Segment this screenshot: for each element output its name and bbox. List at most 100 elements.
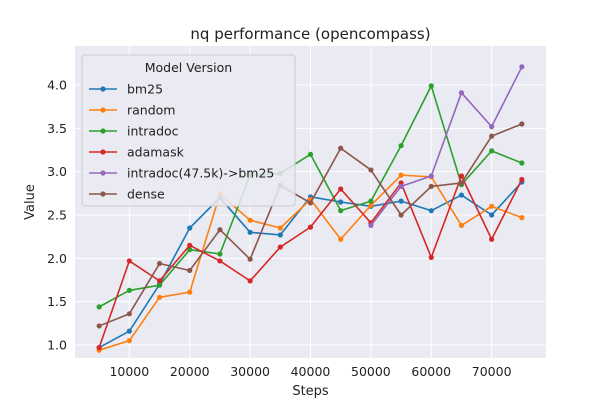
legend-item: dense (89, 187, 165, 202)
data-point (519, 64, 525, 70)
y-tick-label: 3.5 (47, 121, 67, 136)
data-point (398, 172, 404, 178)
data-point (156, 282, 163, 288)
data-point (338, 145, 344, 151)
data-point (458, 180, 465, 186)
x-tick-label: 20000 (170, 364, 210, 379)
data-point (398, 183, 404, 189)
legend-label: random (127, 103, 175, 118)
data-point (428, 183, 434, 189)
chart-title: nq performance (opencompass) (190, 25, 430, 43)
data-point (428, 83, 434, 89)
data-point (368, 202, 374, 209)
legend-swatch-marker (100, 191, 106, 197)
data-point (247, 229, 253, 235)
data-point (338, 186, 344, 192)
y-tick-label: 2.0 (47, 251, 67, 266)
y-axis-label: Value (23, 184, 38, 220)
x-axis-label: Steps (292, 384, 329, 399)
data-point (247, 256, 253, 262)
series-intradoc (96, 83, 525, 310)
data-point (398, 198, 404, 204)
legend-swatch-marker (100, 86, 106, 92)
data-point (156, 260, 163, 267)
legend-swatch-marker (100, 170, 106, 176)
legend-title: Model Version (145, 60, 232, 75)
data-point (187, 267, 193, 274)
data-point (277, 232, 283, 238)
legend-swatch-marker (100, 149, 106, 155)
data-point (519, 160, 525, 166)
series-layer (96, 64, 525, 353)
data-point (368, 222, 374, 228)
x-tick-label: 10000 (109, 364, 149, 379)
data-point (489, 133, 495, 139)
data-point (96, 304, 102, 310)
y-tick-label: 4.0 (47, 78, 67, 93)
x-tick-label: 50000 (351, 364, 391, 379)
data-point (458, 173, 465, 179)
data-point (217, 227, 223, 233)
data-point (338, 236, 344, 242)
legend-item: adamask (89, 145, 185, 160)
y-tick-label: 1.5 (47, 294, 67, 309)
legend-items: bm25 random intradoc adamask intradoc(47.5k)… (89, 82, 274, 202)
data-point (126, 287, 132, 293)
data-point (489, 148, 495, 154)
legend-swatch-marker (100, 128, 106, 134)
x-tick-label: 60000 (411, 364, 451, 379)
data-point (96, 345, 102, 351)
legend-item: random (89, 103, 175, 118)
data-point (398, 143, 404, 149)
data-point (398, 212, 404, 218)
legend-item: intradoc (89, 124, 179, 139)
legend: Model Version bm25 random intradoc adamask i… (81, 54, 296, 207)
data-point (307, 200, 314, 206)
data-point (458, 90, 465, 96)
data-point (519, 176, 525, 183)
data-point (489, 203, 495, 209)
legend-label: intradoc (127, 124, 179, 139)
data-point (126, 258, 132, 264)
y-tick-label: 3.0 (47, 164, 67, 179)
legend-item: intradoc(47.5k)->bm25 (89, 166, 274, 181)
data-point (428, 254, 434, 261)
data-point (458, 222, 465, 228)
x-axis-ticks: 10000 20000 30000 40000 50000 60000 70000 (109, 364, 511, 379)
legend-label: bm25 (127, 82, 163, 97)
data-point (428, 208, 434, 214)
y-tick-label: 2.5 (47, 208, 67, 223)
data-point (489, 236, 495, 242)
data-point (458, 192, 465, 198)
data-point (277, 225, 283, 231)
data-point (368, 198, 374, 204)
x-tick-label: 70000 (472, 364, 512, 379)
data-point (277, 244, 283, 250)
series-line (370, 66, 523, 226)
data-point (187, 247, 193, 253)
data-point (187, 242, 193, 248)
data-point (156, 278, 163, 284)
x-tick-label: 30000 (230, 364, 270, 379)
data-point (489, 124, 495, 130)
legend-label: dense (127, 187, 165, 202)
legend-item: bm25 (89, 82, 163, 97)
data-point (307, 151, 314, 157)
y-tick-label: 1.0 (47, 338, 67, 353)
data-point (217, 258, 223, 264)
data-point (338, 208, 344, 214)
data-point (126, 328, 132, 334)
data-point (247, 278, 253, 284)
legend-box (81, 54, 296, 207)
series-adamask (96, 173, 525, 351)
legend-label: intradoc(47.5k)->bm25 (127, 166, 274, 181)
data-point (247, 217, 253, 223)
data-point (187, 225, 193, 231)
data-point (217, 251, 223, 257)
data-point (126, 311, 132, 317)
x-tick-label: 40000 (291, 364, 331, 379)
data-point (156, 294, 163, 300)
data-point (338, 199, 344, 205)
data-point (519, 121, 525, 127)
